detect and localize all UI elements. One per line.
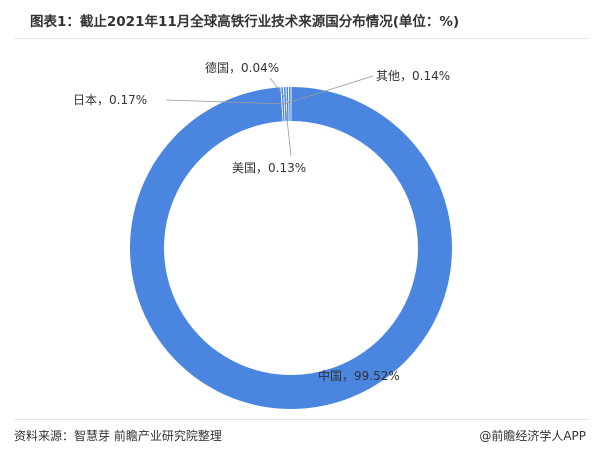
data-label-4: 德国，0.04% — [205, 60, 279, 75]
leader-line-3 — [165, 99, 288, 105]
footer-divider — [14, 419, 588, 420]
title-divider — [14, 38, 588, 39]
chart-title: 图表1：截止2021年11月全球高铁行业技术来源国分布情况(单位：%) — [30, 14, 460, 30]
source-note: 资料来源：智慧芽 前瞻产业研究院整理 — [14, 429, 222, 443]
brand-credit: @前瞻经济学人APP — [479, 429, 586, 443]
leader-line-4 — [269, 77, 291, 105]
leader-line-2 — [284, 104, 292, 157]
data-label-0: 中国，99.52% — [318, 368, 400, 383]
data-label-3: 日本，0.17% — [73, 93, 147, 107]
leader-line-1 — [282, 75, 374, 105]
data-label-2: 美国，0.13% — [232, 161, 306, 175]
slice-0 — [129, 87, 452, 410]
data-label-1: 其他，0.14% — [376, 69, 450, 83]
